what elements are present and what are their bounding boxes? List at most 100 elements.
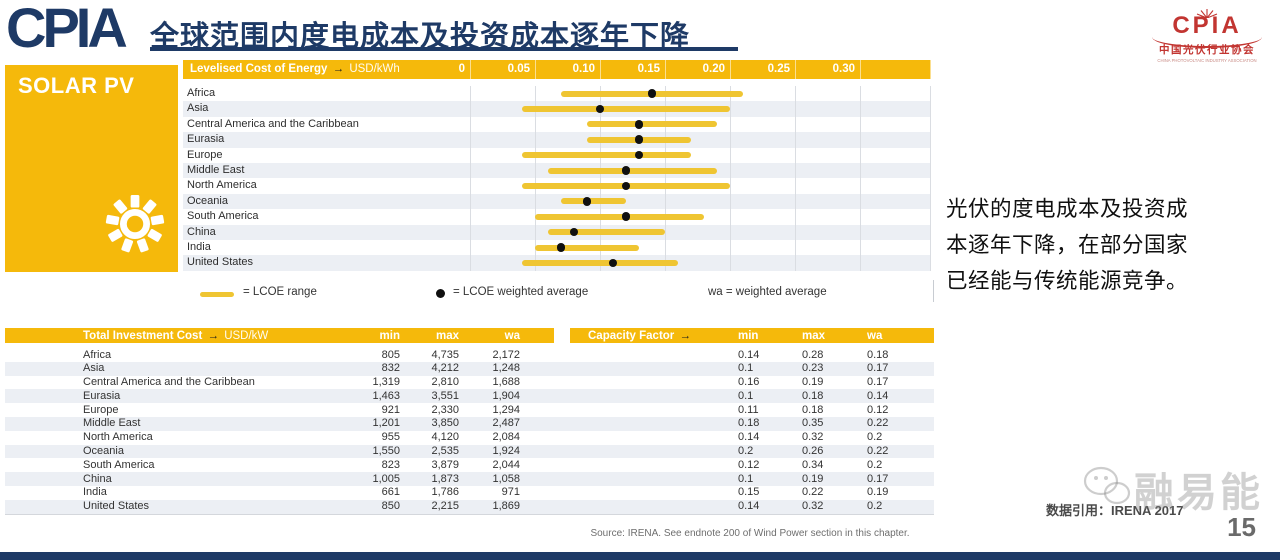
value-cell: 1,550 [372, 445, 400, 458]
value-cell: 921 [381, 403, 400, 416]
region-cell: China [83, 472, 112, 485]
region-cell: Europe [83, 403, 119, 416]
lcoe-range-bar [522, 105, 730, 112]
value-cell: 0.14 [738, 431, 760, 444]
table-header-bar-investment [5, 328, 554, 343]
gridline [795, 86, 796, 271]
value-cell: 4,120 [431, 431, 459, 444]
sun-icon [104, 193, 166, 260]
cpia-logo: CPIA [6, 0, 128, 59]
value-cell: 3,850 [431, 417, 459, 430]
lcoe-range-bar [548, 167, 717, 174]
value-cell: 0.1 [738, 472, 754, 485]
value-cell: 2,487 [492, 417, 520, 430]
legend-range-swatch [200, 292, 234, 297]
table-row: Oceania 1,550 2,535 1,924 0.2 0.26 0.22 [5, 444, 934, 459]
legend-range-label: = LCOE range [243, 286, 317, 298]
value-cell: 0.19 [802, 376, 824, 389]
lcoe-weighted-average-dot [634, 135, 644, 145]
value-cell: 0.17 [867, 472, 889, 485]
lcoe-weighted-average-dot [621, 181, 631, 191]
lcoe-weighted-average-dot [608, 258, 618, 268]
title-underline [150, 47, 738, 51]
value-cell: 0.34 [802, 458, 824, 471]
lcoe-range-bar [535, 244, 639, 251]
value-cell: 1,786 [431, 486, 459, 499]
sunburst-icon [1146, 5, 1268, 19]
investment-table: Total Investment Cost → USD/kW min max w… [5, 328, 934, 515]
chart-row-label: Middle East [187, 163, 245, 176]
value-cell: 0.32 [802, 500, 824, 513]
axis-unit-text: USD/kWh [349, 63, 400, 75]
value-cell: 805 [381, 348, 400, 361]
annotation-line: 光伏的度电成本及投资成 [946, 197, 1189, 221]
value-cell: 0.12 [867, 403, 889, 416]
axis-tick-label: 0.20 [702, 63, 725, 75]
table-row: Asia 832 4,212 1,248 0.1 0.23 0.17 [5, 361, 934, 376]
annotation-line: 已经能与传统能源竞争。 [946, 269, 1189, 293]
axis-divider [860, 60, 861, 79]
lcoe-weighted-average-dot [621, 212, 631, 222]
value-cell: 1,058 [492, 472, 520, 485]
region-cell: Asia [83, 362, 105, 375]
col-header-cf-wa: wa [867, 329, 883, 342]
lcoe-weighted-average-dot [595, 104, 605, 114]
chart-row-label: Asia [187, 102, 209, 115]
value-cell: 0.26 [802, 445, 824, 458]
org-name-english: CHINA PHOTOVOLTAIC INDUSTRY ASSOCIATION [1157, 58, 1257, 64]
value-cell: 4,735 [431, 348, 459, 361]
axis-tick-label: 0 [458, 63, 465, 75]
wechat-icon [1080, 462, 1134, 517]
region-cell: Middle East [83, 417, 141, 430]
chart-row-label: North America [187, 179, 257, 192]
value-cell: 850 [381, 500, 400, 513]
chart-row-label: China [187, 225, 216, 238]
arrow-icon: → [679, 329, 691, 342]
page-number: 15 [1227, 512, 1256, 542]
axis-tick-label: 0.05 [507, 63, 530, 75]
axis-divider [795, 60, 796, 79]
value-cell: 0.1 [738, 362, 754, 375]
table-body: Africa 805 4,735 2,172 0.14 0.28 0.18 Asia 832 4,… [5, 348, 934, 515]
value-cell: 1,904 [492, 389, 520, 402]
cpia-association-logo: CPIA 中国光伏行业协会 CHINA PHOTOVOLTAIC INDUSTR… [1146, 5, 1268, 64]
value-cell: 832 [381, 362, 400, 375]
org-logo-text: CPIA [1172, 12, 1242, 39]
value-cell: 1,873 [431, 472, 459, 485]
investment-header-title: Total Investment Cost → USD/kW [83, 330, 268, 342]
arrow-icon: → [332, 63, 345, 75]
chart-rows: Africa Asia Central America and the Caribb… [183, 86, 931, 271]
col-header-cf-max: max [802, 329, 826, 342]
lcoe-range-bar [535, 213, 704, 220]
value-cell: 0.12 [738, 458, 760, 471]
chart-row-label: Africa [187, 87, 216, 99]
panel-label: SOLAR PV [18, 73, 135, 98]
value-cell: 0.14 [867, 389, 889, 402]
lcoe-weighted-average-dot [556, 243, 566, 252]
chart-row: Africa [183, 86, 931, 101]
gridline [730, 86, 731, 271]
lcoe-weighted-average-dot [647, 89, 657, 98]
chart-row: Asia [183, 101, 931, 117]
region-cell: Oceania [83, 445, 124, 458]
value-cell: 0.14 [738, 500, 760, 513]
value-cell: 2,535 [431, 445, 459, 458]
chart-grid [183, 86, 931, 271]
axis-title-text: Levelised Cost of Energy [190, 63, 328, 75]
chart-row: United States [183, 255, 931, 271]
value-cell: 0.22 [867, 445, 889, 458]
value-cell: 3,879 [431, 458, 459, 471]
chart-row: South America [183, 209, 931, 224]
value-cell: 1,319 [372, 376, 400, 389]
value-cell: 0.14 [738, 348, 760, 361]
value-cell: 4,212 [431, 362, 459, 375]
chart-row-label: South America [187, 210, 259, 223]
region-cell: India [83, 486, 107, 499]
value-cell: 2,172 [492, 348, 520, 361]
region-cell: Central America and the Caribbean [83, 376, 255, 389]
value-cell: 0.15 [738, 486, 760, 499]
gridline [860, 86, 861, 271]
value-cell: 0.2 [867, 431, 883, 444]
value-cell: 661 [381, 486, 400, 499]
value-cell: 2,810 [431, 376, 459, 389]
